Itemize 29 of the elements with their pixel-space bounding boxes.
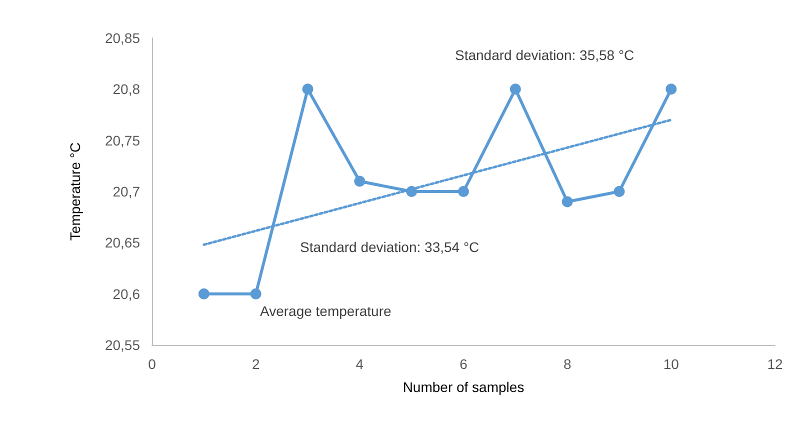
point (198, 288, 210, 300)
point (562, 196, 573, 208)
annotation: Standard deviation: 35,58 °C (455, 47, 634, 63)
y-tick-label: 20,65 (104, 234, 140, 251)
y-tick-label: 20,7 (112, 184, 140, 200)
point (510, 84, 521, 95)
y-tick-label: 20,75 (104, 132, 140, 148)
y-tick-label: 20,85 (104, 30, 140, 46)
point (666, 84, 677, 95)
x-tick-label: 4 (356, 356, 364, 372)
y-tick-label: 20,55 (104, 337, 140, 353)
point (406, 186, 418, 197)
y-tick-label: 20,6 (112, 286, 140, 302)
x-tick-label: 10 (663, 356, 680, 372)
annotation: Average temperature (260, 303, 392, 319)
x-tick-label: 12 (767, 356, 783, 372)
x-tick-label: 2 (252, 356, 260, 372)
point (458, 186, 469, 197)
point (302, 84, 314, 95)
x-axis-title: Number of samples (402, 379, 524, 395)
x-tick-label: 6 (460, 356, 468, 372)
point (354, 176, 366, 187)
x-tick-label: 0 (148, 356, 156, 372)
annotation: Standard deviation: 33,54 °C (300, 239, 480, 255)
point (614, 186, 625, 197)
point (250, 288, 262, 300)
x-tick-label: 8 (563, 356, 572, 372)
y-tick-label: 20,8 (112, 81, 140, 98)
y-axis-title: Temperature °C (67, 142, 83, 241)
